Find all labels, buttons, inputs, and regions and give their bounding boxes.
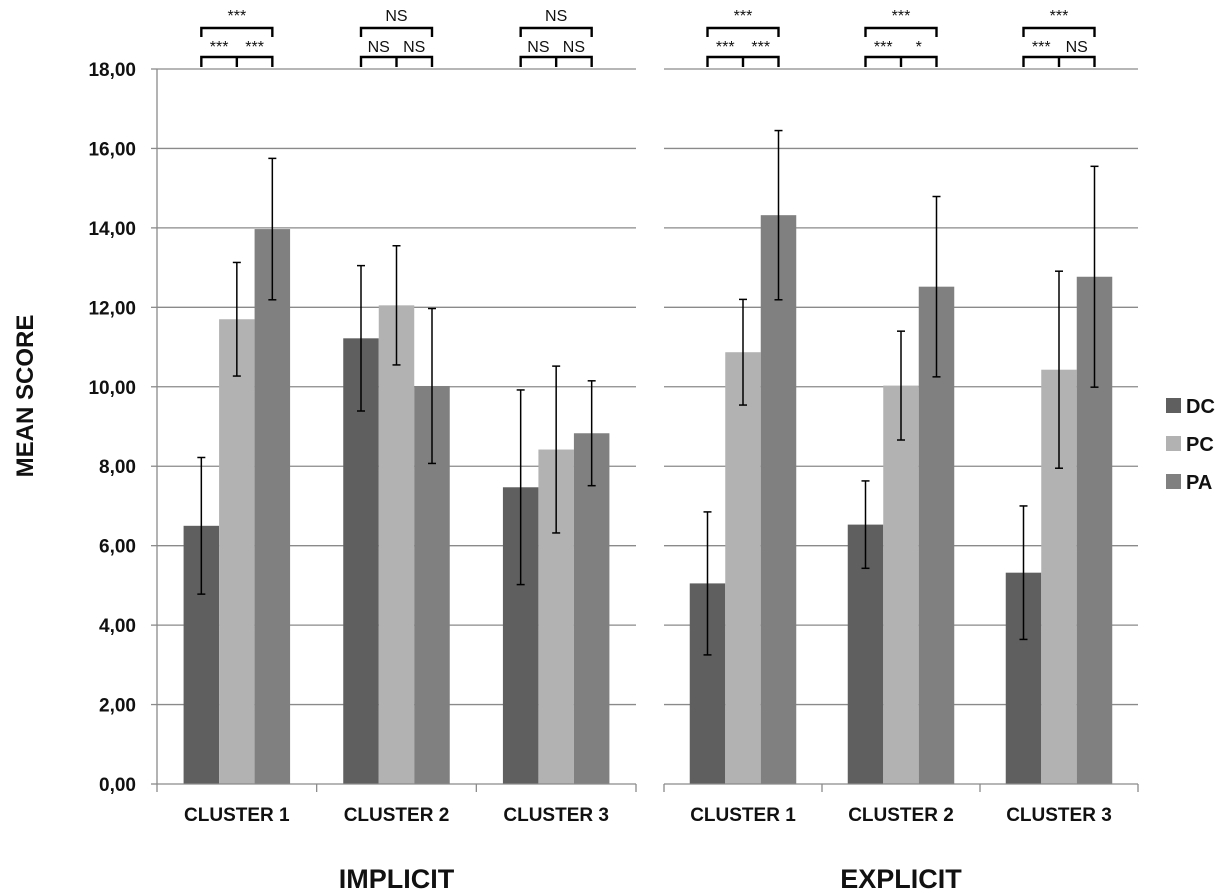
significance-bracket-upper [1022, 26, 1096, 37]
significance-bracket-upper [359, 26, 434, 37]
y-tick-label: 12,00 [88, 298, 136, 319]
significance-bracket-lower [519, 55, 593, 67]
y-tick-label: 8,00 [99, 457, 136, 478]
significance-label: *** [716, 39, 735, 56]
legend-swatch-pc [1166, 436, 1181, 451]
grid-lines [157, 68, 1138, 706]
y-tick-label: 4,00 [99, 616, 136, 637]
significance-label: NS [527, 39, 549, 56]
significance-bracket-lower [706, 55, 780, 67]
significance-label: NS [1066, 39, 1088, 56]
significance-label: NS [368, 39, 390, 56]
significance-label: *** [245, 39, 264, 56]
significance-label: *** [1050, 8, 1069, 25]
bar-pc [725, 352, 761, 784]
significance-bracket-lower [359, 55, 434, 67]
legend-swatch-dc [1166, 398, 1181, 413]
bar-pc [883, 385, 919, 784]
significance-label: * [916, 39, 922, 56]
bars [183, 215, 1113, 784]
panel-title: EXPLICIT [840, 864, 962, 894]
significance-bracket-lower [864, 55, 938, 67]
bar-dc [343, 338, 379, 784]
significance-label: NS [403, 39, 425, 56]
significance-bracket-upper [200, 26, 274, 37]
significance-label: *** [751, 39, 770, 56]
axis-labels: 0,00 2,00 4,00 6,00 8,00 10,00 12,00 14,00 16,00… [12, 60, 1112, 894]
significance-label: *** [210, 39, 229, 56]
y-tick-label: 0,00 [99, 775, 136, 796]
significance-bracket-lower [1022, 55, 1096, 67]
significance-bracket-upper [519, 26, 593, 37]
bar-pa [573, 433, 610, 784]
y-tick-label: 2,00 [99, 696, 136, 717]
y-axis-title: MEAN SCORE [12, 315, 39, 478]
significance-label: *** [892, 8, 911, 25]
legend-label: DC [1186, 396, 1215, 418]
significance-bracket-lower [200, 55, 274, 67]
bar-pc [219, 319, 255, 784]
bar-pa [760, 215, 797, 784]
significance-label: *** [874, 39, 893, 56]
panel-title: IMPLICIT [339, 864, 455, 894]
x-category-label: CLUSTER 3 [1006, 805, 1112, 826]
y-tick-label: 6,00 [99, 537, 136, 558]
significance-label: *** [227, 8, 246, 25]
x-category-label: CLUSTER 2 [344, 805, 450, 826]
significance-label: NS [545, 8, 567, 25]
y-tick-label: 16,00 [88, 139, 136, 160]
significance-label: NS [563, 39, 585, 56]
significance-bracket-upper [706, 26, 780, 37]
significance-bracket-upper [864, 26, 938, 37]
axes [151, 68, 1139, 792]
legend-label: PA [1186, 472, 1212, 494]
bar-pc [378, 305, 415, 784]
x-category-label: CLUSTER 3 [503, 805, 609, 826]
x-category-label: CLUSTER 2 [848, 805, 954, 826]
y-tick-label: 14,00 [88, 219, 136, 240]
y-tick-label: 18,00 [88, 60, 136, 81]
bar-pa [254, 229, 291, 784]
legend-swatch-pa [1166, 474, 1181, 489]
significance-label: NS [385, 8, 407, 25]
y-tick-label: 10,00 [88, 378, 136, 399]
x-category-label: CLUSTER 1 [690, 805, 796, 826]
significance-label: *** [734, 8, 753, 25]
x-category-label: CLUSTER 1 [184, 805, 290, 826]
legend: DC PC PA [1166, 396, 1215, 494]
legend-label: PC [1186, 434, 1214, 456]
error-bars [197, 129, 1099, 656]
significance-label: *** [1032, 39, 1051, 56]
